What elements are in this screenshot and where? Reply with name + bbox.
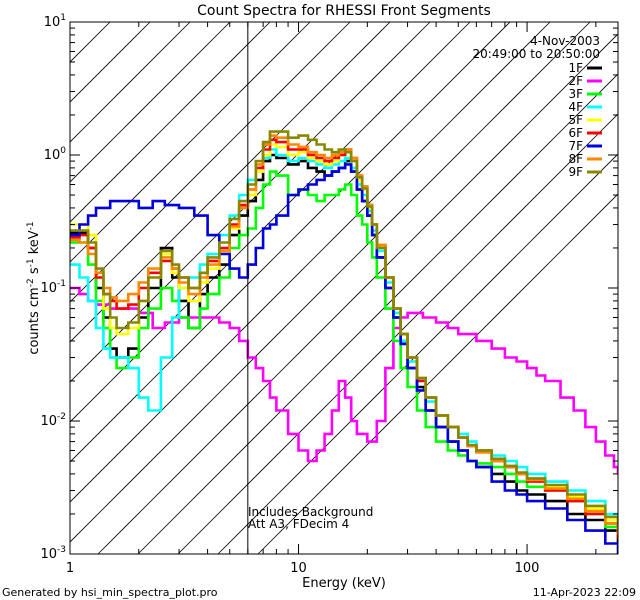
series-line-4F bbox=[70, 148, 618, 524]
legend-label-7F: 7F bbox=[568, 139, 583, 153]
x-tick-label: 1 bbox=[66, 561, 74, 576]
hatch-line bbox=[70, 22, 511, 463]
hatch-line bbox=[217, 153, 618, 554]
x-tick-labels: 1 10 100 bbox=[66, 561, 540, 576]
footer-timestamp: 11-Apr-2023 22:09 bbox=[533, 586, 636, 599]
hatch-line bbox=[177, 113, 618, 554]
y-tick-label: 101 bbox=[44, 13, 66, 30]
legend-label-5F: 5F bbox=[568, 113, 583, 127]
hatch-line bbox=[70, 22, 191, 143]
y-tick-label: 10-2 bbox=[40, 412, 66, 429]
legend-label-8F: 8F bbox=[568, 152, 583, 166]
y-axis-label: counts cm-2 s-1 keV-1 bbox=[26, 221, 42, 354]
hatch-line bbox=[97, 33, 618, 554]
hatch-line bbox=[70, 22, 391, 343]
x-tick-label: 100 bbox=[515, 561, 540, 576]
y-tick-label: 10-3 bbox=[40, 545, 66, 562]
legend-label-2F: 2F bbox=[568, 74, 583, 88]
legend-label-1F: 1F bbox=[568, 61, 583, 75]
legend-label-9F: 9F bbox=[568, 165, 583, 179]
hatch-line bbox=[70, 22, 471, 423]
annotation-background: Includes Background bbox=[248, 505, 373, 519]
hatch-line bbox=[70, 22, 271, 223]
annotation-attenuator: Att A3, FDecim 4 bbox=[248, 517, 349, 531]
hatch-line bbox=[70, 22, 351, 303]
hatch-line bbox=[70, 22, 231, 183]
chart-title: Count Spectra for RHESSI Front Segments bbox=[197, 3, 491, 19]
time-range-label: 20:49:00 to 20:50:00 bbox=[473, 47, 600, 61]
legend-label-3F: 3F bbox=[568, 87, 583, 101]
hatch-line bbox=[70, 22, 311, 263]
legend-label-6F: 6F bbox=[568, 126, 583, 140]
series-line-9F bbox=[70, 130, 618, 527]
hatch-line bbox=[137, 73, 618, 554]
y-tick-labels: 101 100 10-1 10-2 10-3 bbox=[40, 13, 66, 562]
series-layer bbox=[70, 130, 618, 554]
y-tick-label: 100 bbox=[44, 146, 67, 163]
y-tick-label: 10-1 bbox=[40, 279, 66, 296]
hatch-line bbox=[70, 22, 591, 543]
x-tick-label: 10 bbox=[290, 561, 307, 576]
hatch-line bbox=[70, 22, 551, 503]
date-label: 4-Nov-2003 bbox=[530, 34, 600, 48]
series-line-7F bbox=[70, 163, 618, 554]
legend-label-4F: 4F bbox=[568, 100, 583, 114]
footer-generated-by: Generated by hsi_min_spectra_plot.pro bbox=[2, 586, 218, 599]
axis-ticks bbox=[69, 21, 618, 555]
hatched-region bbox=[70, 22, 618, 554]
x-axis-label: Energy (keV) bbox=[302, 576, 386, 591]
hatch-line bbox=[257, 193, 618, 554]
